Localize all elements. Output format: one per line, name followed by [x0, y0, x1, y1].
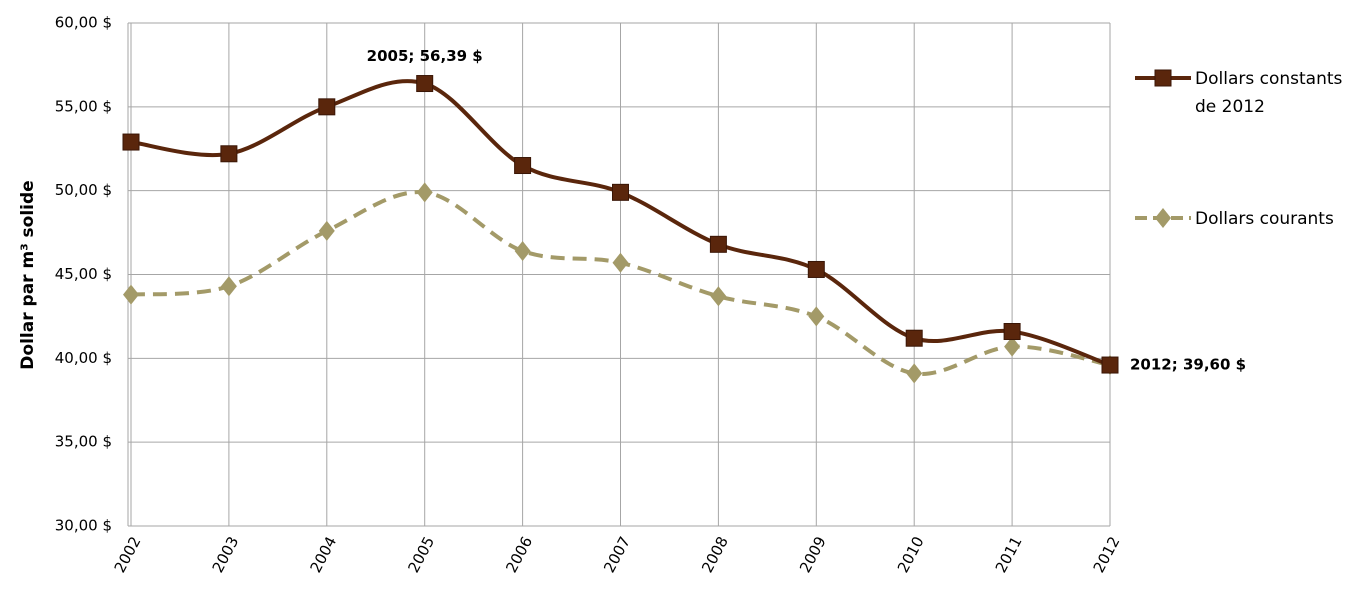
- marker: [416, 182, 433, 203]
- x-tick-label: 2002: [111, 534, 145, 576]
- x-tick-label: 2008: [698, 534, 732, 576]
- y-tick-label: 40,00 $: [55, 349, 112, 367]
- marker: [710, 286, 727, 307]
- marker: [220, 276, 237, 297]
- x-tick-label: 2012: [1090, 534, 1124, 576]
- marker: [416, 75, 434, 93]
- legend-swatch: [1135, 208, 1191, 228]
- marker: [514, 157, 532, 175]
- x-tick-label: 2009: [796, 534, 830, 576]
- x-tick-label: 2011: [992, 534, 1026, 576]
- marker: [709, 235, 727, 253]
- y-tick-label: 55,00 $: [55, 97, 112, 115]
- marker: [318, 220, 335, 241]
- marker: [122, 133, 140, 151]
- marker: [220, 145, 238, 163]
- marker: [318, 98, 336, 116]
- marker: [1003, 323, 1021, 341]
- y-tick-label: 45,00 $: [55, 265, 112, 283]
- y-tick-label: 50,00 $: [55, 181, 112, 199]
- marker: [123, 284, 139, 305]
- marker: [1101, 356, 1119, 374]
- legend-label: Dollars constants de 2012: [1195, 69, 1343, 117]
- marker: [905, 329, 923, 347]
- legend-label: Dollars courants: [1195, 209, 1334, 229]
- marker: [612, 252, 629, 273]
- y-axis-label: Dollar par m³ solide: [18, 180, 38, 369]
- marker: [807, 260, 825, 278]
- marker: [1004, 336, 1021, 357]
- marker: [514, 241, 531, 262]
- x-tick-label: 2006: [502, 534, 536, 576]
- data-label: 2012; 39,60 $: [1130, 356, 1246, 374]
- marker: [808, 306, 825, 327]
- x-tick-label: 2010: [894, 534, 928, 576]
- marker: [1155, 208, 1171, 228]
- y-tick-label: 35,00 $: [55, 433, 112, 451]
- y-tick-label: 30,00 $: [55, 517, 112, 535]
- legend-entry: Dollars courants: [1135, 205, 1351, 233]
- marker: [1154, 69, 1172, 87]
- x-tick-label: 2005: [404, 534, 438, 576]
- x-tick-label: 2003: [209, 534, 243, 576]
- legend-swatch: [1135, 69, 1191, 87]
- legend-entry: Dollars constants de 2012: [1135, 65, 1351, 121]
- y-tick-label: 60,00 $: [55, 14, 112, 32]
- marker: [612, 183, 629, 201]
- marker: [906, 363, 923, 384]
- x-tick-label: 2004: [306, 534, 340, 576]
- x-tick-label: 2007: [600, 534, 634, 576]
- data-label: 2005; 56,39 $: [367, 47, 483, 65]
